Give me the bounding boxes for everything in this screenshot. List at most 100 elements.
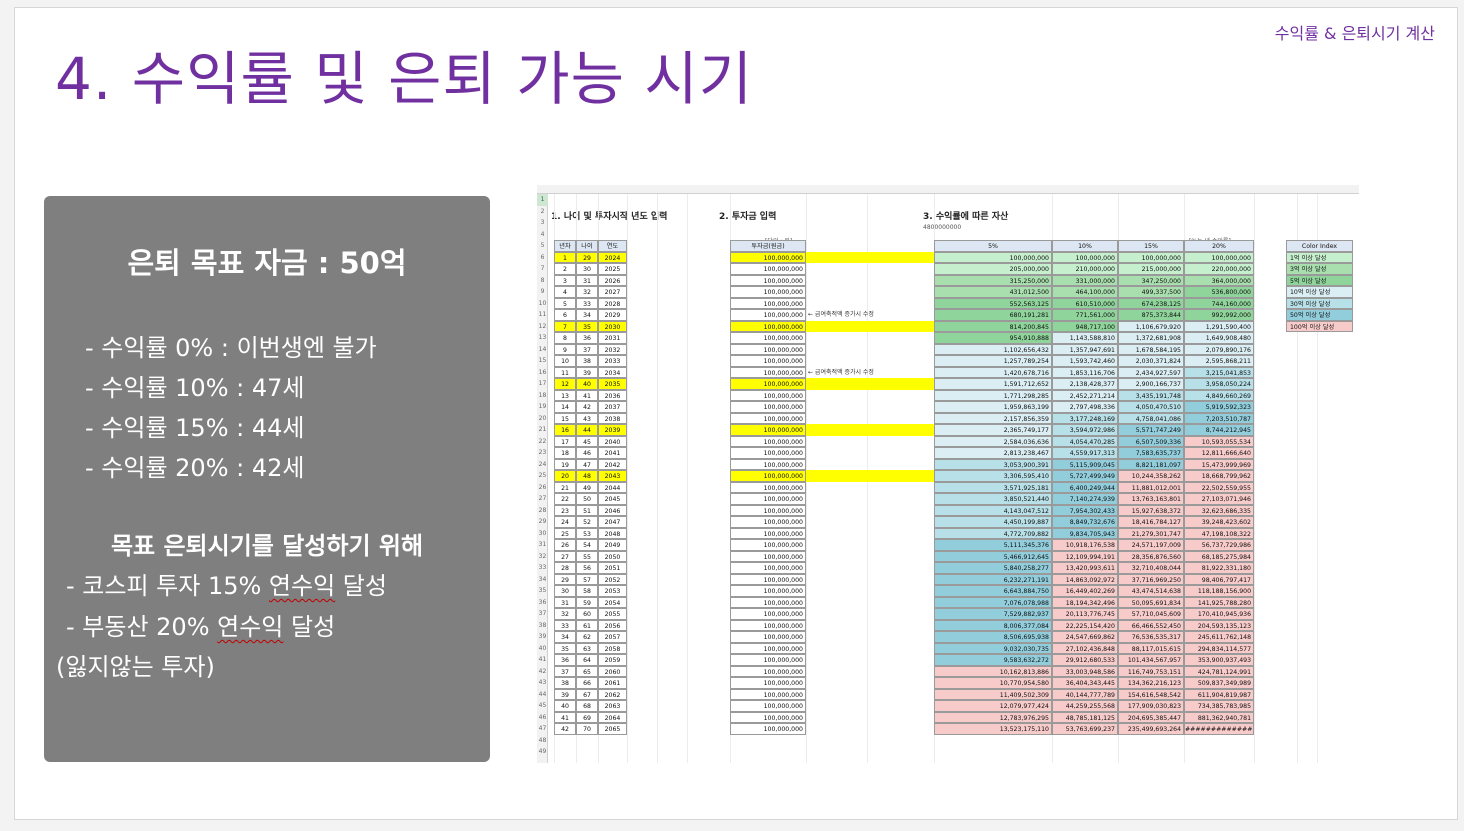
- cell-p20[interactable]: 18,668,799,962: [1184, 470, 1254, 482]
- cell-p20[interactable]: 294,834,114,577: [1184, 642, 1254, 654]
- cell-p5[interactable]: 680,191,281: [934, 309, 1052, 321]
- cell-no[interactable]: 26: [554, 539, 576, 551]
- cell-p5[interactable]: 2,813,238,467: [934, 447, 1052, 459]
- cell-p20[interactable]: 536,800,000: [1184, 286, 1254, 298]
- cell-p15[interactable]: 11,881,012,001: [1118, 481, 1184, 493]
- cell-no[interactable]: 29: [554, 573, 576, 585]
- cell-p15[interactable]: 875,373,844: [1118, 309, 1184, 321]
- cell-p5[interactable]: 7,529,882,937: [934, 608, 1052, 620]
- cell-invest[interactable]: 100,000,000: [730, 470, 806, 482]
- cell-invest[interactable]: 100,000,000: [730, 516, 806, 528]
- row-number[interactable]: 36: [538, 598, 547, 606]
- cell-p5[interactable]: 11,409,502,309: [934, 688, 1052, 700]
- cell-p10[interactable]: 44,259,255,568: [1052, 700, 1118, 712]
- cell-p15[interactable]: 177,909,030,823: [1118, 700, 1184, 712]
- cell-p10[interactable]: 948,717,100: [1052, 320, 1118, 332]
- cell-p5[interactable]: 431,012,500: [934, 286, 1052, 298]
- cell-no[interactable]: 38: [554, 677, 576, 689]
- cell-year[interactable]: 2042: [598, 458, 627, 470]
- cell-no[interactable]: 27: [554, 550, 576, 562]
- row-number[interactable]: 2: [540, 207, 545, 215]
- cell-p20[interactable]: 509,837,349,989: [1184, 677, 1254, 689]
- cell-no[interactable]: 21: [554, 481, 576, 493]
- cell-year[interactable]: 2031: [598, 332, 627, 344]
- cell-year[interactable]: 2045: [598, 493, 627, 505]
- cell-p5[interactable]: 1,102,656,432: [934, 343, 1052, 355]
- cell-p15[interactable]: 134,362,216,123: [1118, 677, 1184, 689]
- cell-no[interactable]: 41: [554, 711, 576, 723]
- cell-age[interactable]: 30: [576, 263, 598, 275]
- cell-year[interactable]: 2062: [598, 688, 627, 700]
- cell-p20[interactable]: 68,185,275,984: [1184, 550, 1254, 562]
- cell-year[interactable]: 2028: [598, 297, 627, 309]
- cell-p10[interactable]: 24,547,669,862: [1052, 631, 1118, 643]
- cell-no[interactable]: 19: [554, 458, 576, 470]
- cell-p20[interactable]: 15,473,999,969: [1184, 458, 1254, 470]
- cell-year[interactable]: 2025: [598, 263, 627, 275]
- cell-invest[interactable]: 100,000,000: [730, 493, 806, 505]
- cell-p20[interactable]: 992,992,000: [1184, 309, 1254, 321]
- row-number[interactable]: 6: [540, 253, 545, 261]
- cell-p10[interactable]: 5,115,909,045: [1052, 458, 1118, 470]
- cell-p15[interactable]: 204,695,385,447: [1118, 711, 1184, 723]
- cell-year[interactable]: 2037: [598, 401, 627, 413]
- cell-no[interactable]: 20: [554, 470, 576, 482]
- cell-invest[interactable]: 100,000,000: [730, 700, 806, 712]
- cell-invest[interactable]: 100,000,000: [730, 286, 806, 298]
- cell-no[interactable]: 30: [554, 585, 576, 597]
- row-number[interactable]: 44: [538, 690, 547, 698]
- cell-p10[interactable]: 12,109,994,191: [1052, 550, 1118, 562]
- cell-p10[interactable]: 40,144,777,789: [1052, 688, 1118, 700]
- cell-p10[interactable]: 1,143,588,810: [1052, 332, 1118, 344]
- cell-p5[interactable]: 7,076,078,988: [934, 596, 1052, 608]
- cell-p5[interactable]: 315,250,000: [934, 274, 1052, 286]
- cell-p5[interactable]: 3,053,900,391: [934, 458, 1052, 470]
- cell-p20[interactable]: 81,922,331,180: [1184, 562, 1254, 574]
- cell-p10[interactable]: 6,400,249,944: [1052, 481, 1118, 493]
- cell-invest[interactable]: 100,000,000: [730, 619, 806, 631]
- cell-no[interactable]: 14: [554, 401, 576, 413]
- row-number[interactable]: 19: [538, 403, 547, 410]
- cell-p10[interactable]: 5,727,499,949: [1052, 470, 1118, 482]
- cell-p15[interactable]: 7,583,635,737: [1118, 447, 1184, 459]
- cell-p15[interactable]: 50,095,691,834: [1118, 596, 1184, 608]
- cell-no[interactable]: 34: [554, 631, 576, 643]
- cell-year[interactable]: 2039: [598, 424, 627, 436]
- row-number[interactable]: 17: [538, 380, 547, 387]
- row-number[interactable]: 33: [538, 564, 547, 571]
- cell-no[interactable]: 13: [554, 389, 576, 401]
- cell-p5[interactable]: 3,306,595,410: [934, 470, 1052, 482]
- row-number[interactable]: 45: [538, 702, 547, 709]
- cell-p10[interactable]: 8,849,732,676: [1052, 516, 1118, 528]
- cell-p10[interactable]: 14,863,092,972: [1052, 573, 1118, 585]
- cell-invest[interactable]: 100,000,000: [730, 412, 806, 424]
- row-number[interactable]: 21: [538, 426, 547, 433]
- cell-p5[interactable]: 8,006,377,084: [934, 619, 1052, 631]
- row-number[interactable]: 14: [538, 345, 547, 353]
- cell-invest[interactable]: 100,000,000: [730, 332, 806, 344]
- cell-year[interactable]: 2064: [598, 711, 627, 723]
- cell-year[interactable]: 2029: [598, 309, 627, 321]
- column-header-p15[interactable]: 15%: [1118, 240, 1184, 252]
- cell-p10[interactable]: 3,177,248,169: [1052, 412, 1118, 424]
- cell-p10[interactable]: 3,594,972,986: [1052, 424, 1118, 436]
- cell-p20[interactable]: 204,593,135,123: [1184, 619, 1254, 631]
- row-number[interactable]: 46: [538, 713, 547, 721]
- cell-p20[interactable]: 744,160,000: [1184, 297, 1254, 309]
- cell-p5[interactable]: 814,200,845: [934, 320, 1052, 332]
- row-number[interactable]: 13: [538, 334, 547, 341]
- cell-p10[interactable]: 331,000,000: [1052, 274, 1118, 286]
- cell-p5[interactable]: 5,840,258,277: [934, 562, 1052, 574]
- cell-age[interactable]: 45: [576, 435, 598, 447]
- cell-p20[interactable]: 1,649,908,480: [1184, 332, 1254, 344]
- cell-no[interactable]: 33: [554, 619, 576, 631]
- cell-p20[interactable]: ##############: [1184, 723, 1254, 735]
- cell-p20[interactable]: 8,744,212,945: [1184, 424, 1254, 436]
- cell-p5[interactable]: 2,157,856,359: [934, 412, 1052, 424]
- cell-p15[interactable]: 5,571,747,249: [1118, 424, 1184, 436]
- cell-year[interactable]: 2036: [598, 389, 627, 401]
- cell-age[interactable]: 65: [576, 665, 598, 677]
- cell-age[interactable]: 51: [576, 504, 598, 516]
- cell-p15[interactable]: 1,106,679,920: [1118, 320, 1184, 332]
- cell-year[interactable]: 2060: [598, 665, 627, 677]
